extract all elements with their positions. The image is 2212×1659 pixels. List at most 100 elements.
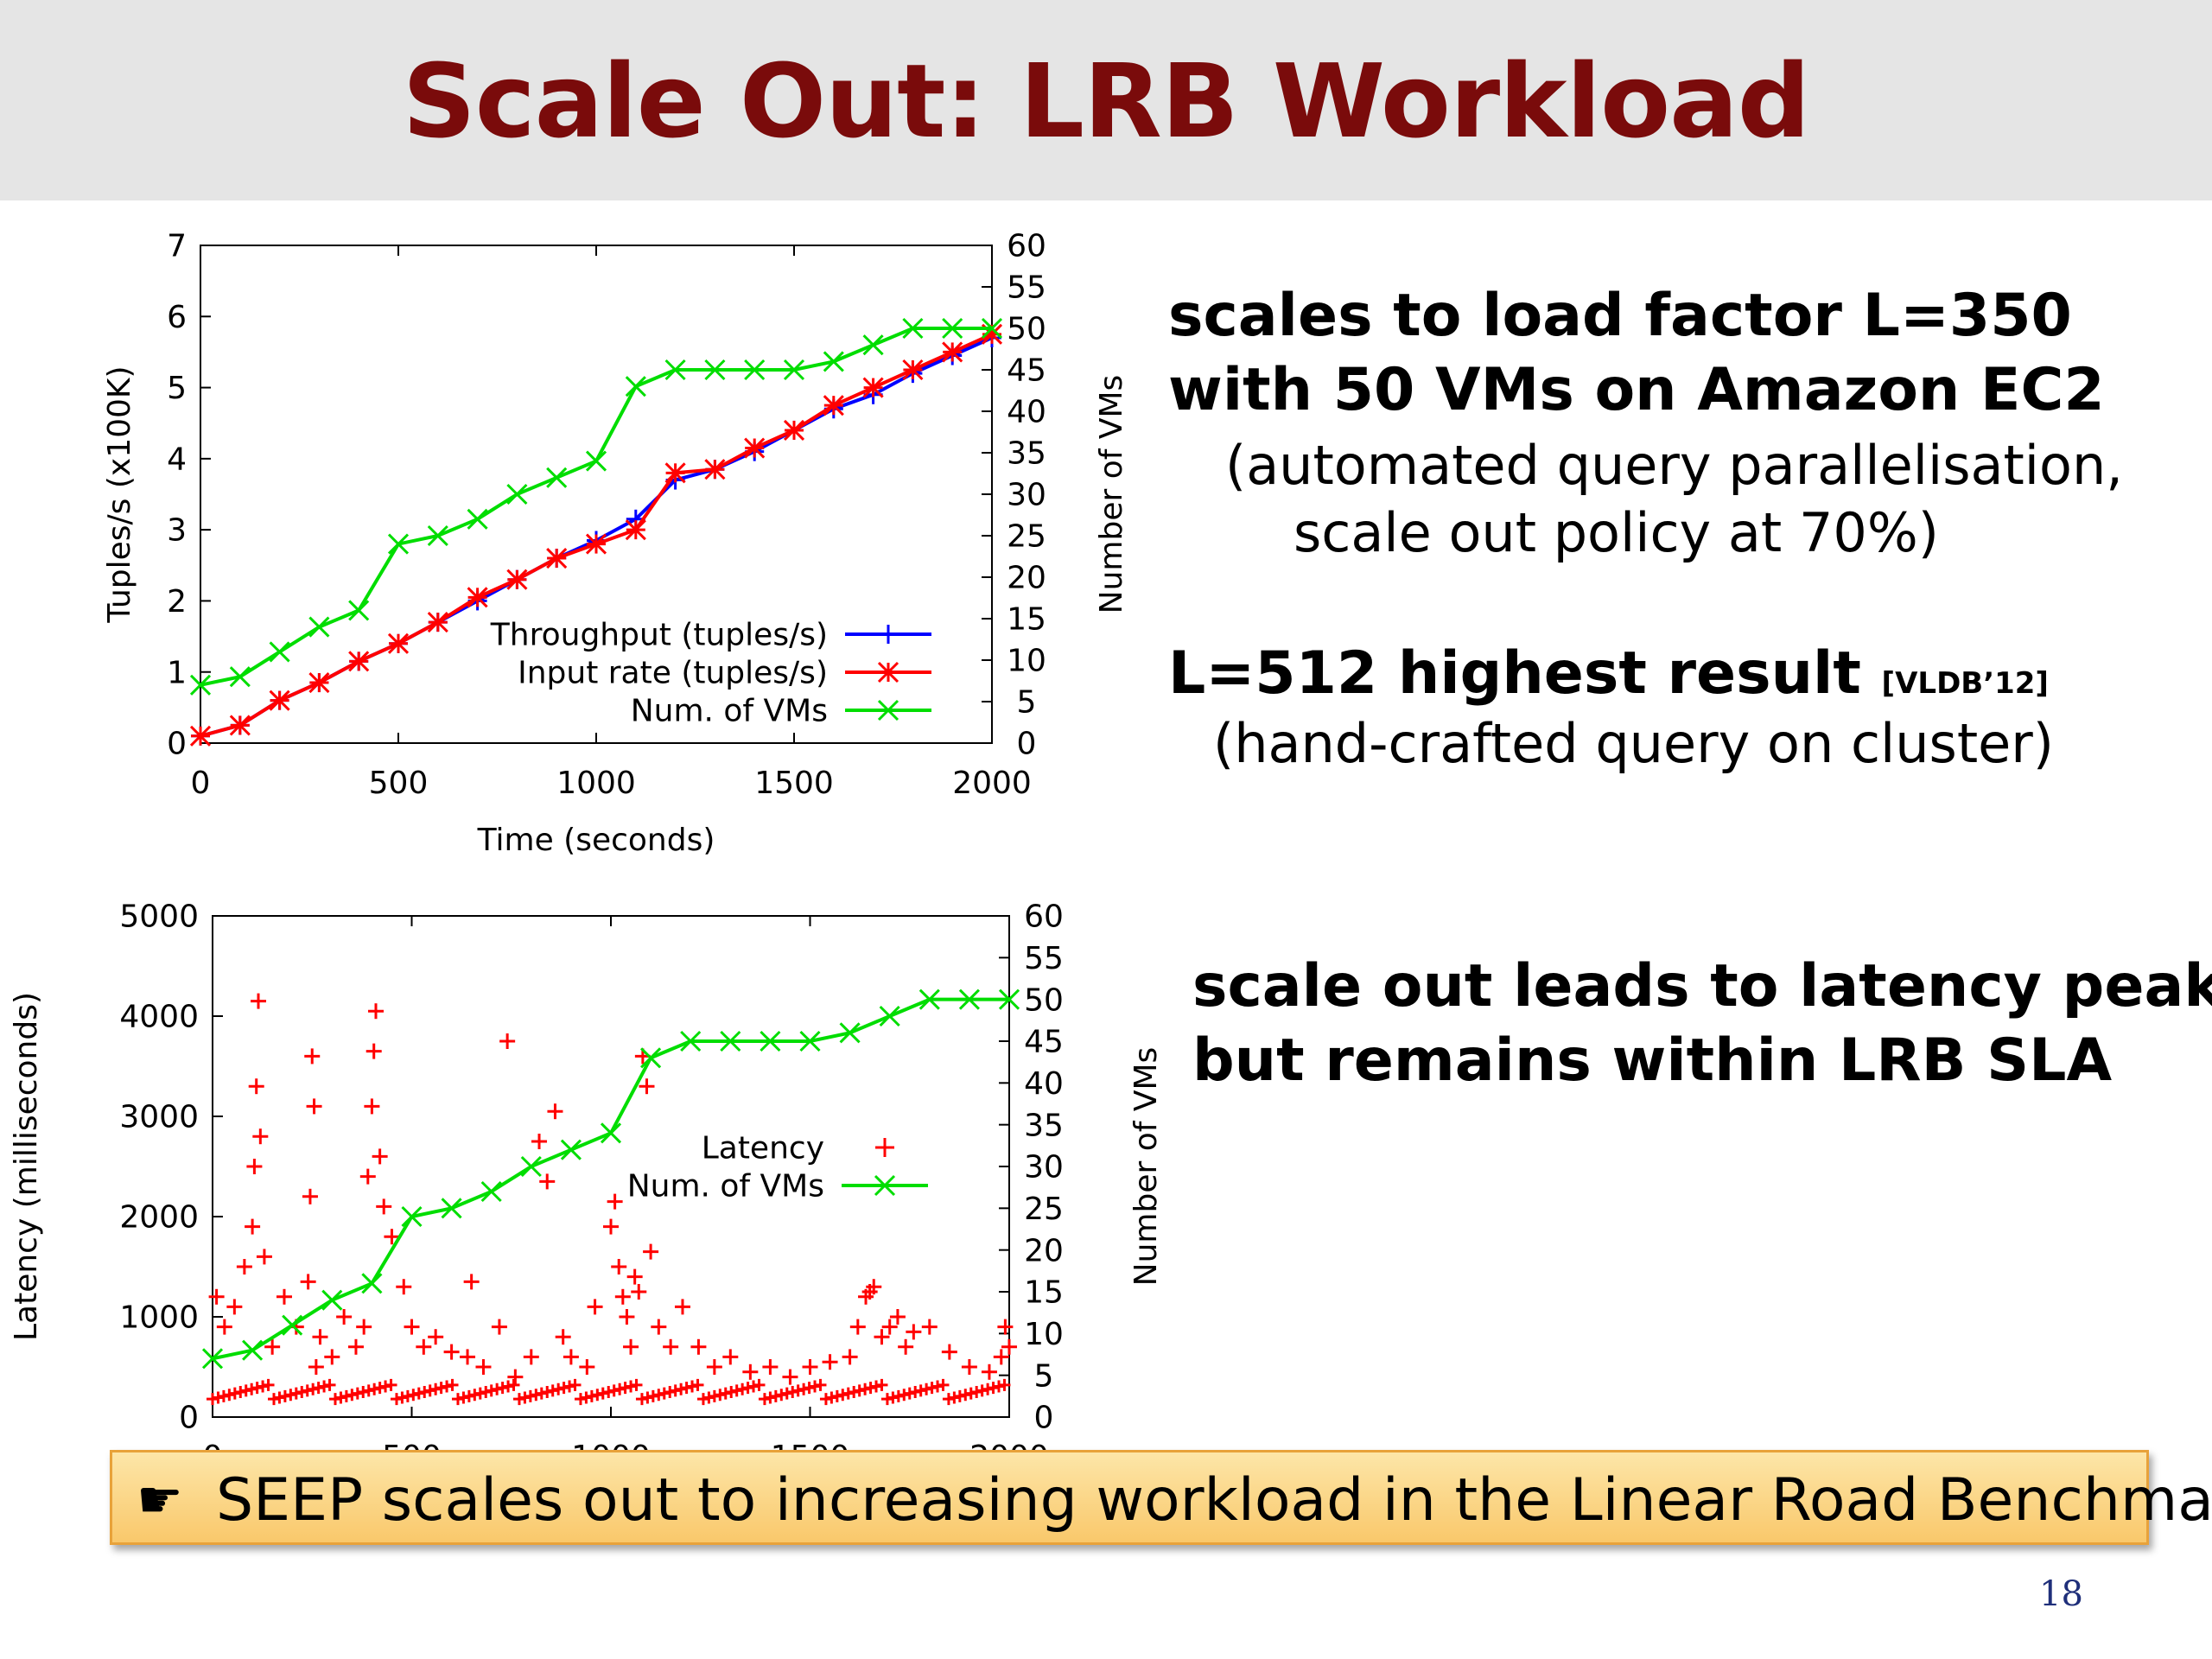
- latency-baseline-point: [351, 1387, 364, 1400]
- x-tick-label: 2000: [969, 1440, 1049, 1452]
- latency-point: [619, 1309, 635, 1325]
- latency-point: [802, 1359, 818, 1375]
- latency-point: [706, 1359, 722, 1375]
- latency-baseline-point: [669, 1384, 682, 1397]
- series-point-2: [229, 666, 251, 688]
- latency-baseline-point: [217, 1389, 230, 1402]
- latency-point: [248, 1078, 264, 1095]
- latency-point: [611, 1259, 627, 1274]
- latency-baseline-point: [898, 1389, 911, 1402]
- latency-baseline-point: [262, 1378, 275, 1391]
- latency-chart: 0 500 1000 1500 2000 0 1000 2000 3000 4000 5000 0 5 1…: [9, 899, 1164, 1452]
- y2-tick-label: 60: [1024, 899, 1064, 935]
- latency-baseline-point: [619, 1382, 632, 1395]
- latency-point: [547, 1103, 563, 1120]
- x-tick-label: 1000: [571, 1440, 651, 1452]
- series-point-2: [189, 674, 212, 696]
- latency-baseline-point: [418, 1386, 431, 1398]
- y-tick-label: 5: [167, 371, 187, 406]
- latency-baseline-point: [998, 1378, 1011, 1391]
- latency-baseline-point: [524, 1389, 537, 1402]
- latency-baseline-point: [753, 1378, 766, 1391]
- plot-area: [201, 988, 1020, 1406]
- latency-baseline-point: [970, 1386, 983, 1398]
- latency-baseline-point: [557, 1382, 570, 1395]
- y-tick-label: 4: [167, 442, 187, 477]
- series-point-1: [361, 1273, 383, 1294]
- series-point-1: [799, 1030, 821, 1052]
- series-point-2: [506, 483, 528, 505]
- latency-baseline-point: [691, 1378, 704, 1391]
- series-point-1: [680, 1030, 702, 1052]
- series-point-1: [879, 1005, 900, 1027]
- latency-baseline-point: [948, 1391, 961, 1404]
- latency-point: [347, 1338, 364, 1355]
- latency-baseline-point: [245, 1382, 258, 1395]
- text1-line5: L=512 highest result [VLDB’12]: [1168, 639, 2049, 708]
- series-point-1: [242, 1339, 264, 1361]
- throughput-chart: 0 500 1000 1500 2000012345670510152025303540…: [102, 229, 1129, 858]
- latency-baseline-point: [736, 1382, 749, 1395]
- latency-point: [324, 1349, 340, 1365]
- latency-baseline-point: [903, 1387, 916, 1400]
- latency-point: [300, 1274, 316, 1290]
- latency-point: [216, 1319, 232, 1335]
- latency-baseline-point: [451, 1393, 464, 1406]
- latency-baseline-point: [234, 1386, 247, 1398]
- latency-baseline-point: [480, 1386, 493, 1398]
- legend-label: Throughput (tuples/s): [490, 618, 828, 653]
- y2-tick-label: 10: [1024, 1317, 1064, 1352]
- series-point-2: [467, 508, 488, 530]
- latency-point: [376, 1198, 392, 1215]
- latency-point: [304, 1048, 321, 1065]
- latency-baseline-point: [931, 1380, 944, 1393]
- latency-baseline-point: [870, 1380, 883, 1393]
- latency-point: [226, 1299, 243, 1315]
- latency-point: [460, 1349, 476, 1365]
- latency-baseline-point: [491, 1382, 504, 1395]
- latency-baseline-point: [512, 1393, 525, 1406]
- latency-baseline-point: [346, 1389, 359, 1402]
- series-point-1: [441, 1198, 462, 1219]
- series-point-1: [229, 715, 251, 736]
- text1-line3: (automated query parallelisation,: [1225, 434, 2123, 497]
- latency-point: [822, 1354, 838, 1370]
- legend-marker: [879, 625, 898, 644]
- series-point-1: [560, 1139, 582, 1160]
- latency-baseline-point: [708, 1389, 721, 1402]
- latency-point: [246, 1159, 263, 1174]
- page-number: 18: [2039, 1574, 2083, 1614]
- series-point-2: [942, 317, 963, 340]
- latency-baseline-point: [836, 1389, 849, 1402]
- y2-tick-label: 30: [1007, 478, 1046, 513]
- latency-baseline-point: [474, 1387, 486, 1400]
- y2-tick-label: 55: [1024, 941, 1064, 976]
- latency-baseline-point: [741, 1382, 754, 1395]
- x-tick-label: 0: [203, 1440, 223, 1452]
- y2-tick-label: 35: [1024, 1108, 1064, 1143]
- latency-baseline-point: [830, 1389, 843, 1402]
- latency-baseline-point: [758, 1393, 771, 1406]
- latency-point: [276, 1288, 292, 1305]
- text1-line1: scales to load factor L=350: [1168, 282, 2072, 350]
- y2-tick-label: 40: [1007, 395, 1046, 430]
- series-point-1: [783, 419, 805, 442]
- latency-baseline-point: [574, 1393, 587, 1406]
- legend-marker: [875, 1138, 894, 1157]
- latency-point: [475, 1359, 492, 1375]
- series-point-2: [902, 317, 924, 340]
- latency-baseline-point: [396, 1391, 409, 1404]
- series-point-2: [308, 616, 330, 638]
- latency-point: [396, 1279, 412, 1295]
- latency-baseline-point: [798, 1382, 810, 1395]
- y2-tick-label: 0: [1017, 727, 1037, 762]
- series-point-2: [387, 533, 410, 555]
- series-point-1: [625, 519, 646, 541]
- latency-point: [372, 1148, 388, 1165]
- series-point-1: [189, 725, 212, 747]
- legend-label: Latency: [702, 1131, 824, 1166]
- y-tick-label: 2: [167, 584, 187, 620]
- y2-tick-label: 25: [1024, 1192, 1064, 1227]
- latency-baseline-point: [686, 1380, 699, 1393]
- y2-tick-label: 15: [1024, 1275, 1064, 1311]
